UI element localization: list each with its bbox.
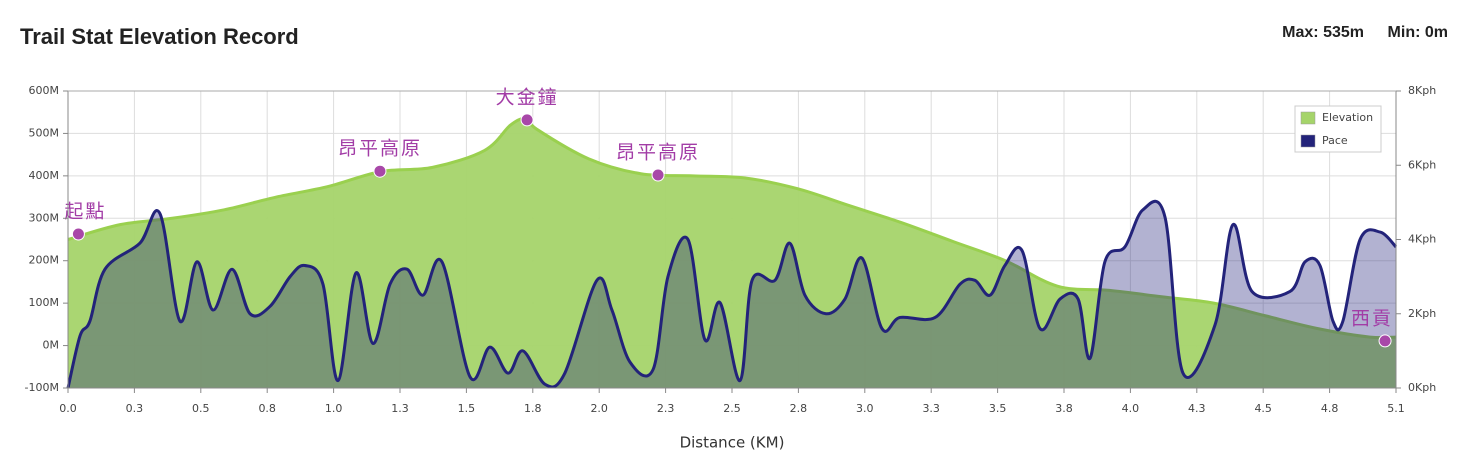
x-tick-label: 4.5 (1254, 402, 1272, 415)
x-tick-label: 4.3 (1188, 402, 1206, 415)
min-stat: Min: 0m (1388, 24, 1448, 41)
x-tick-label: 4.0 (1122, 402, 1140, 415)
y-tick-label: 400M (29, 169, 60, 182)
x-axis-title: Distance (KM) (680, 434, 785, 452)
annotation-marker (373, 164, 387, 178)
x-tick-label: 0.8 (258, 402, 276, 415)
x-tick-label: 3.5 (989, 402, 1007, 415)
x-tick-label: 1.8 (524, 402, 542, 415)
annotation-marker (520, 113, 534, 127)
axes: 0.0 0.3 0.5 0.8 1.0 1.3 1.5 1.8 2.0 2.3 2.5 2.8 3.0 3… (25, 84, 1437, 415)
legend-label: Elevation (1322, 111, 1373, 124)
annotation-marker (651, 168, 665, 182)
y-tick-label: 200M (29, 254, 60, 267)
annotation-label: 起點 (64, 200, 106, 222)
x-tick-label: 4.8 (1321, 402, 1339, 415)
y2-tick-label: 6Kph (1408, 158, 1436, 171)
x-tick-label: 3.3 (922, 402, 940, 415)
legend: Elevation Pace (1294, 105, 1382, 153)
x-tick-label: 3.0 (856, 402, 874, 415)
max-stat: Max: 535m (1282, 24, 1364, 41)
annotation-label: 昂平高原 (616, 142, 700, 164)
x-tick-label: 0.5 (192, 402, 210, 415)
series-line (66, 199, 1398, 389)
chart-title: Trail Stat Elevation Record (20, 24, 299, 49)
legend-swatch (1300, 134, 1316, 148)
y-tick-label: 600M (29, 84, 60, 97)
y-tick-label: 100M (29, 296, 60, 309)
annotation-marker (1378, 334, 1392, 348)
y-tick-label: 500M (29, 126, 60, 139)
y-tick-label: 0M (43, 339, 60, 352)
x-tick-label: 0.0 (59, 402, 77, 415)
x-tick-label: 5.1 (1387, 402, 1405, 415)
x-tick-label: 0.3 (126, 402, 144, 415)
y-tick-label: 300M (29, 211, 60, 224)
area-fill (68, 118, 1396, 389)
legend-label: Pace (1322, 134, 1348, 147)
y2-tick-label: 8Kph (1408, 84, 1436, 97)
annotation-label: 昂平高原 (338, 138, 422, 160)
y2-tick-label: 4Kph (1408, 233, 1436, 246)
annotation-label: 大金鐘 (496, 86, 559, 108)
annotation-label: 西貢 (1351, 307, 1393, 329)
x-tick-label: 2.5 (723, 402, 741, 415)
x-tick-label: 1.5 (458, 402, 476, 415)
x-tick-label: 1.3 (391, 402, 409, 415)
series-line (67, 116, 1397, 340)
x-tick-label: 2.3 (657, 402, 675, 415)
y-tick-label: -100M (25, 381, 59, 394)
y2-tick-label: 2Kph (1408, 307, 1436, 320)
area-fill (68, 201, 1396, 388)
x-tick-label: 1.0 (325, 402, 343, 415)
y2-tick-label: 0Kph (1408, 381, 1436, 394)
annotation-marker (71, 227, 85, 241)
legend-swatch (1300, 111, 1316, 125)
x-tick-label: 2.8 (790, 402, 808, 415)
x-tick-label: 3.8 (1055, 402, 1073, 415)
x-tick-label: 2.0 (590, 402, 608, 415)
